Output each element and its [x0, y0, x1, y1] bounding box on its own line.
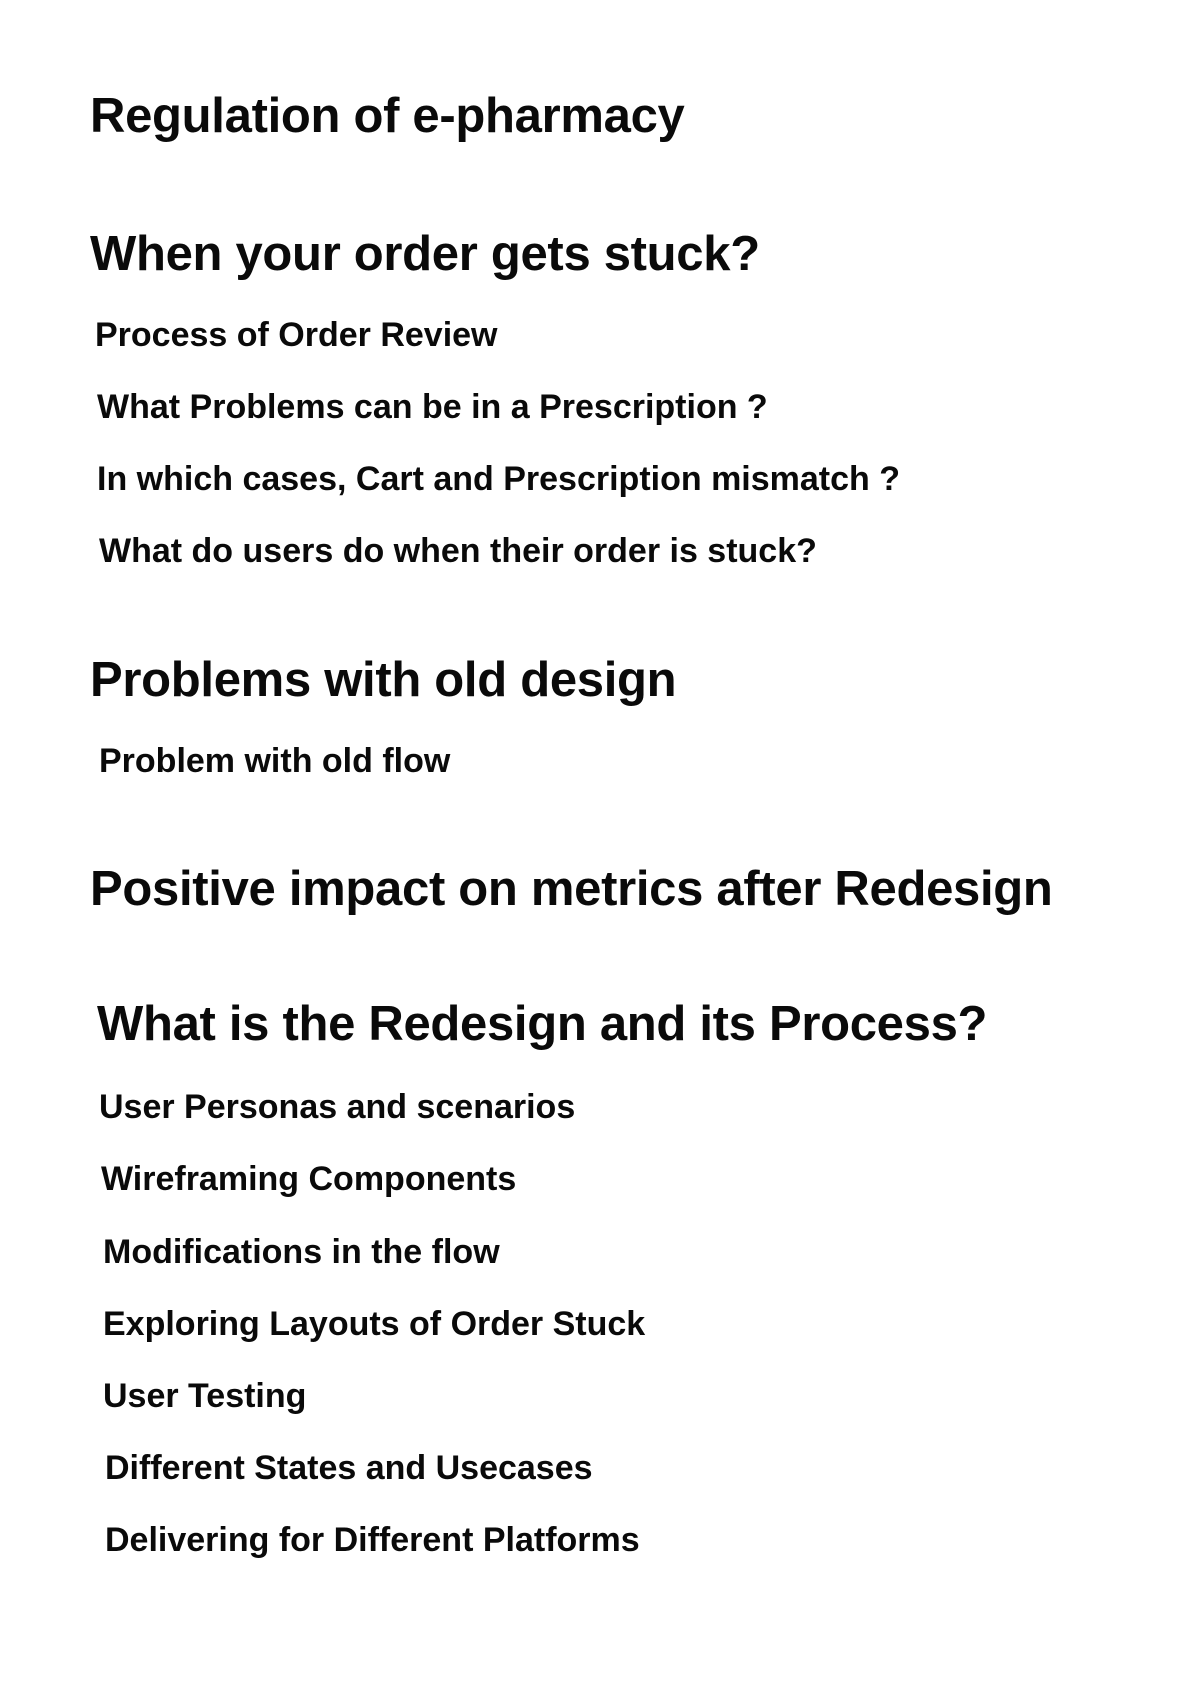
section-heading-order-stuck[interactable]: When your order gets stuck?	[90, 227, 760, 281]
toc-item-user-personas[interactable]: User Personas and scenarios	[99, 1088, 576, 1126]
toc-item-flow-modifications[interactable]: Modifications in the flow	[103, 1233, 500, 1271]
toc-item-wireframing[interactable]: Wireframing Components	[101, 1160, 517, 1198]
toc-item-delivering-platforms[interactable]: Delivering for Different Platforms	[105, 1521, 640, 1559]
toc-item-exploring-layouts[interactable]: Exploring Layouts of Order Stuck	[103, 1305, 646, 1343]
toc-item-prescription-problems[interactable]: What Problems can be in a Prescription ?	[97, 388, 768, 426]
toc-item-old-flow[interactable]: Problem with old flow	[99, 742, 451, 780]
page-title: Regulation of e-pharmacy	[90, 89, 685, 143]
section-heading-positive-impact[interactable]: Positive impact on metrics after Redesig…	[90, 862, 1053, 916]
toc-item-users-order-stuck[interactable]: What do users do when their order is stu…	[99, 532, 817, 570]
section-heading-redesign-process[interactable]: What is the Redesign and its Process?	[97, 997, 988, 1051]
toc-item-order-review[interactable]: Process of Order Review	[95, 316, 498, 354]
toc-item-user-testing[interactable]: User Testing	[103, 1377, 307, 1415]
toc-item-states-usecases[interactable]: Different States and Usecases	[105, 1449, 593, 1487]
toc-item-cart-mismatch[interactable]: In which cases, Cart and Prescription mi…	[97, 460, 901, 498]
section-heading-old-design[interactable]: Problems with old design	[90, 653, 677, 707]
